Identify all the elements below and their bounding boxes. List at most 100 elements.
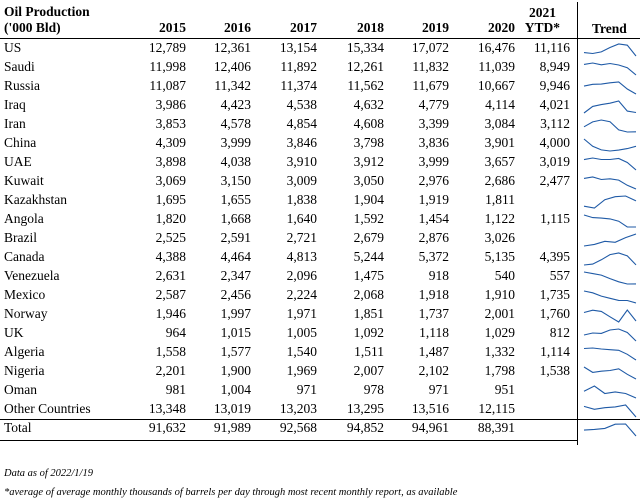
row-label: Kuwait xyxy=(4,173,44,188)
value-cell: 540 xyxy=(494,268,515,283)
sparkline-path xyxy=(583,252,637,266)
sparkline-path xyxy=(583,309,637,323)
bottom-rule xyxy=(0,440,577,441)
value-cell: 1,919 xyxy=(418,192,449,207)
ytd-cell: 4,395 xyxy=(539,249,570,264)
sparkline-path xyxy=(583,157,637,171)
ytd-cell: 3,019 xyxy=(539,154,570,169)
trend-sparkline xyxy=(583,271,637,285)
value-cell: 4,608 xyxy=(353,116,384,131)
value-cell: 3,846 xyxy=(286,135,317,150)
value-cell: 1,910 xyxy=(484,287,515,302)
value-cell: 1,900 xyxy=(220,363,251,378)
row-label: UAE xyxy=(4,154,32,169)
ytd-cell: 4,021 xyxy=(539,97,570,112)
value-cell: 971 xyxy=(428,382,449,397)
value-cell: 3,399 xyxy=(418,116,449,131)
value-cell: 11,039 xyxy=(478,59,515,74)
value-cell: 3,910 xyxy=(286,154,317,169)
trend-sparkline xyxy=(583,252,637,266)
sparkline-path xyxy=(583,138,637,152)
value-cell: 4,423 xyxy=(220,97,251,112)
value-cell: 12,115 xyxy=(478,401,515,416)
total-rule xyxy=(0,419,640,420)
trend-divider xyxy=(577,2,578,445)
value-cell: 1,540 xyxy=(286,344,317,359)
value-cell: 88,391 xyxy=(477,420,515,435)
value-cell: 4,309 xyxy=(155,135,186,150)
value-cell: 1,005 xyxy=(286,325,317,340)
trend-sparkline xyxy=(583,119,637,133)
value-cell: 4,038 xyxy=(220,154,251,169)
row-label: Brazil xyxy=(4,230,37,245)
value-cell: 2,456 xyxy=(220,287,251,302)
sparkline-path xyxy=(583,290,637,304)
value-cell: 91,632 xyxy=(148,420,186,435)
value-cell: 3,009 xyxy=(286,173,317,188)
trend-sparkline xyxy=(583,81,637,95)
value-cell: 2,876 xyxy=(418,230,449,245)
value-cell: 13,203 xyxy=(279,401,317,416)
value-cell: 1,332 xyxy=(484,344,515,359)
trend-sparkline xyxy=(583,62,637,76)
value-cell: 92,568 xyxy=(279,420,317,435)
trend-sparkline xyxy=(583,328,637,342)
value-cell: 4,632 xyxy=(353,97,384,112)
ytd-year-header: 2021 xyxy=(529,5,556,20)
row-label: Iraq xyxy=(4,97,26,112)
value-cell: 94,852 xyxy=(346,420,384,435)
ytd-cell: 2,477 xyxy=(539,173,570,188)
value-cell: 1,820 xyxy=(155,211,186,226)
value-cell: 1,004 xyxy=(220,382,251,397)
value-cell: 1,029 xyxy=(484,325,515,340)
ytd-cell: 1,114 xyxy=(540,344,570,359)
value-cell: 1,092 xyxy=(353,325,384,340)
value-cell: 12,361 xyxy=(213,40,251,55)
value-cell: 4,114 xyxy=(485,97,515,112)
value-cell: 1,971 xyxy=(286,306,317,321)
value-cell: 2,068 xyxy=(353,287,384,302)
value-cell: 1,668 xyxy=(220,211,251,226)
row-label: Mexico xyxy=(4,287,46,302)
value-cell: 11,832 xyxy=(412,59,449,74)
trend-sparkline xyxy=(583,100,637,114)
year-header-2019: 2019 xyxy=(422,20,449,35)
trend-sparkline xyxy=(583,138,637,152)
value-cell: 1,904 xyxy=(353,192,384,207)
value-cell: 4,464 xyxy=(220,249,251,264)
value-cell: 4,578 xyxy=(220,116,251,131)
value-cell: 13,154 xyxy=(279,40,317,55)
value-cell: 4,538 xyxy=(286,97,317,112)
value-cell: 12,789 xyxy=(148,40,186,55)
value-cell: 3,026 xyxy=(484,230,515,245)
value-cell: 2,679 xyxy=(353,230,384,245)
ytd-label-header: YTD* xyxy=(524,20,560,35)
value-cell: 2,096 xyxy=(286,268,317,283)
value-cell: 1,811 xyxy=(485,192,515,207)
value-cell: 3,069 xyxy=(155,173,186,188)
ytd-cell: 9,946 xyxy=(539,78,570,93)
trend-sparkline xyxy=(583,176,637,190)
year-header-2016: 2016 xyxy=(224,20,251,35)
value-cell: 1,640 xyxy=(286,211,317,226)
ytd-cell: 1,760 xyxy=(539,306,570,321)
sparkline-path xyxy=(583,100,637,114)
value-cell: 2,224 xyxy=(286,287,317,302)
value-cell: 4,813 xyxy=(286,249,317,264)
value-cell: 4,854 xyxy=(286,116,317,131)
value-cell: 2,631 xyxy=(155,268,186,283)
value-cell: 12,261 xyxy=(346,59,384,74)
value-cell: 2,525 xyxy=(155,230,186,245)
trend-sparkline xyxy=(583,43,637,57)
value-cell: 10,667 xyxy=(477,78,515,93)
value-cell: 2,591 xyxy=(220,230,251,245)
value-cell: 2,102 xyxy=(418,363,449,378)
sparkline-path xyxy=(583,366,637,380)
value-cell: 971 xyxy=(296,382,317,397)
value-cell: 978 xyxy=(363,382,384,397)
value-cell: 2,976 xyxy=(418,173,449,188)
value-cell: 3,901 xyxy=(484,135,515,150)
sparkline-path xyxy=(583,423,637,437)
value-cell: 4,388 xyxy=(155,249,186,264)
sparkline-path xyxy=(583,43,637,57)
